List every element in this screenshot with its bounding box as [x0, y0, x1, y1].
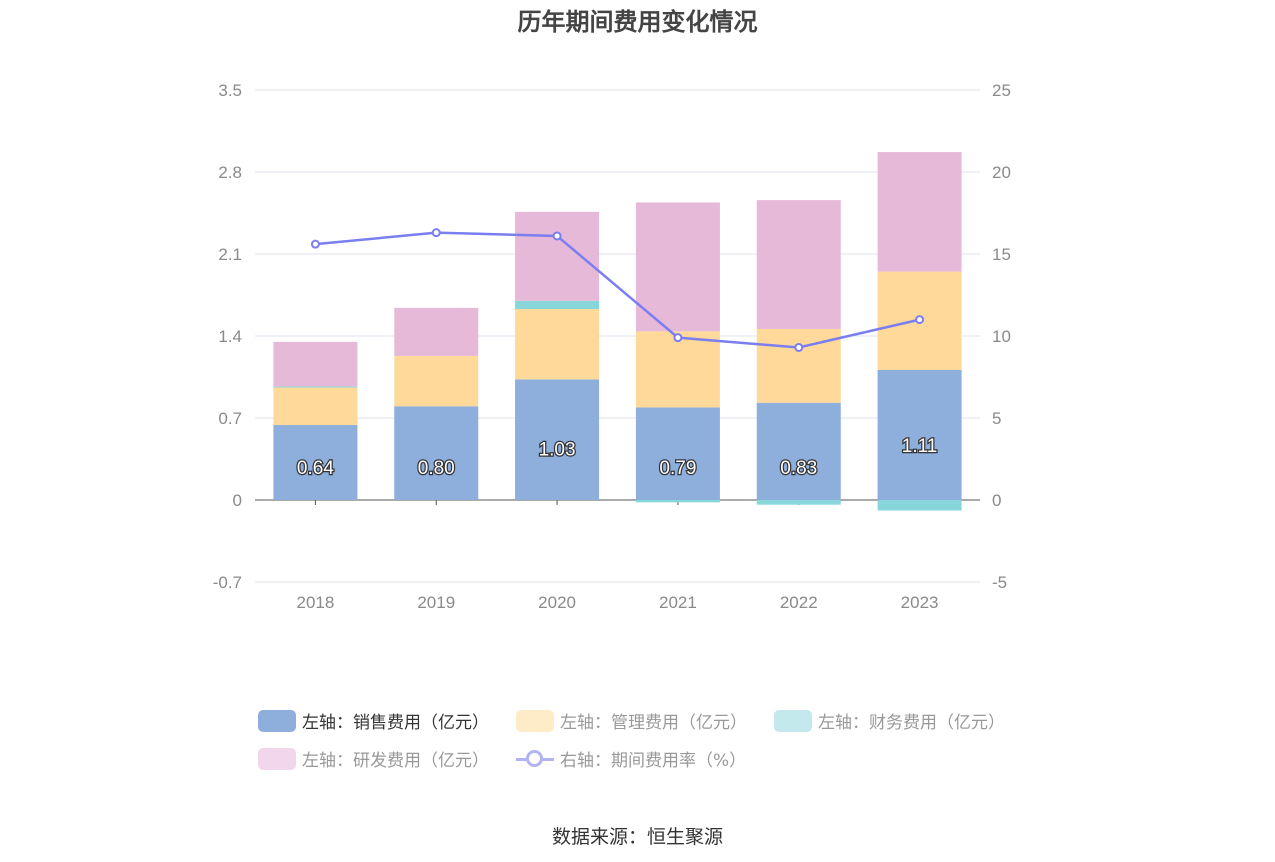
bar-3-2018: [273, 341, 358, 387]
bar-value-label: 1.11: [902, 436, 938, 457]
expense-rate-point: [794, 342, 804, 352]
chart-plot: 3.5 2.8 2.1 1.4 0.7 0 -0.7 25 20 15 10 5 0 -5 2018 0.64…: [213, 81, 1011, 612]
x-tick-label: 2020: [538, 593, 576, 612]
bar-2-2022: [756, 500, 841, 505]
legend-swatch-finance: [774, 709, 812, 732]
bar-3-2023: [877, 152, 962, 272]
bar-0-2019: [394, 406, 479, 500]
y-right-tick-label: 20: [992, 163, 1011, 182]
x-tick-label: 2023: [901, 593, 939, 612]
expense-rate-line: [315, 231, 920, 349]
y-left-tick-label: 3.5: [218, 81, 242, 100]
expense-rate-point: [552, 231, 562, 241]
y-right-tick-label: 0: [992, 491, 1001, 510]
y-left-tick-label: 0: [233, 491, 242, 510]
legend-label-admin: 左轴：管理费用（亿元）: [560, 713, 747, 733]
chart-title: 历年期间费用变化情况: [517, 8, 758, 36]
y-right-tick-label: 10: [992, 327, 1011, 346]
legend-item-finance[interactable]: 左轴：财务费用（亿元）: [774, 708, 1005, 733]
bar-value-label: 1.03: [539, 439, 576, 460]
source-note: 数据来源：恒生聚源: [551, 826, 723, 848]
y-left-tick-label: -0.7: [213, 573, 242, 592]
y-left-tick-label: 2.1: [218, 245, 242, 264]
bar-2-2020: [515, 300, 600, 310]
legend-line-icon: [516, 748, 554, 770]
bar-0-2018: [273, 425, 358, 500]
bar-3-2020: [515, 211, 600, 301]
legend-swatch-rnd: [258, 747, 296, 770]
legend-label-rnd: 左轴：研发费用（亿元）: [302, 751, 489, 771]
legend-label-expense-rate: 右轴：期间费用率（%）: [560, 751, 747, 771]
y-right-tick-label: 25: [992, 81, 1011, 100]
expense-rate-point: [310, 239, 320, 249]
bar-1-2018: [273, 387, 358, 426]
bar-3-2021: [635, 202, 720, 332]
y-right-tick-label: 5: [992, 409, 1001, 428]
x-tick-label: 2021: [659, 593, 697, 612]
x-tick-label: 2018: [297, 593, 335, 612]
legend-item-admin[interactable]: 左轴：管理费用（亿元）: [516, 708, 747, 733]
legend-item-expense-rate[interactable]: 右轴：期间费用率（%）: [516, 746, 746, 771]
expense-rate-point: [431, 228, 441, 238]
bar-value-label: 0.64: [297, 458, 334, 479]
bar-0-2022: [756, 402, 841, 500]
legend-item-sales[interactable]: 左轴：销售费用（亿元）: [258, 708, 489, 733]
bar-3-2019: [394, 307, 479, 356]
bar-value-label: 0.83: [780, 458, 817, 479]
bar-2-2023: [877, 500, 962, 511]
x-tick-label: 2019: [417, 593, 455, 612]
bar-1-2020: [515, 309, 600, 380]
bar-2-2018: [273, 386, 358, 388]
y-right-tick-label: -5: [992, 573, 1007, 592]
bar-0-2021: [635, 407, 720, 500]
y-left-tick-label: 2.8: [218, 163, 242, 182]
legend-swatch-admin: [516, 709, 554, 732]
legend-item-rnd[interactable]: 左轴：研发费用（亿元）: [258, 746, 489, 771]
bar-0-2020: [515, 379, 600, 500]
bar-0-2023: [877, 369, 962, 500]
bar-3-2022: [756, 200, 841, 329]
expense-rate-point: [915, 315, 925, 325]
expense-rate-point: [673, 333, 683, 343]
y-left-tick-label: 1.4: [218, 327, 242, 346]
y-left-tick-label: 0.7: [218, 409, 242, 428]
legend-label-finance: 左轴：财务费用（亿元）: [818, 713, 1005, 733]
y-right-tick-label: 15: [992, 245, 1011, 264]
bar-2-2021: [635, 500, 720, 503]
legend-swatch-sales: [258, 709, 296, 732]
bar-value-label: 0.79: [659, 458, 696, 479]
bar-1-2019: [394, 355, 479, 407]
x-tick-label: 2022: [780, 593, 818, 612]
bar-value-label: 0.80: [418, 458, 455, 479]
bar-1-2021: [635, 331, 720, 408]
legend-label-sales: 左轴：销售费用（亿元）: [302, 713, 489, 733]
